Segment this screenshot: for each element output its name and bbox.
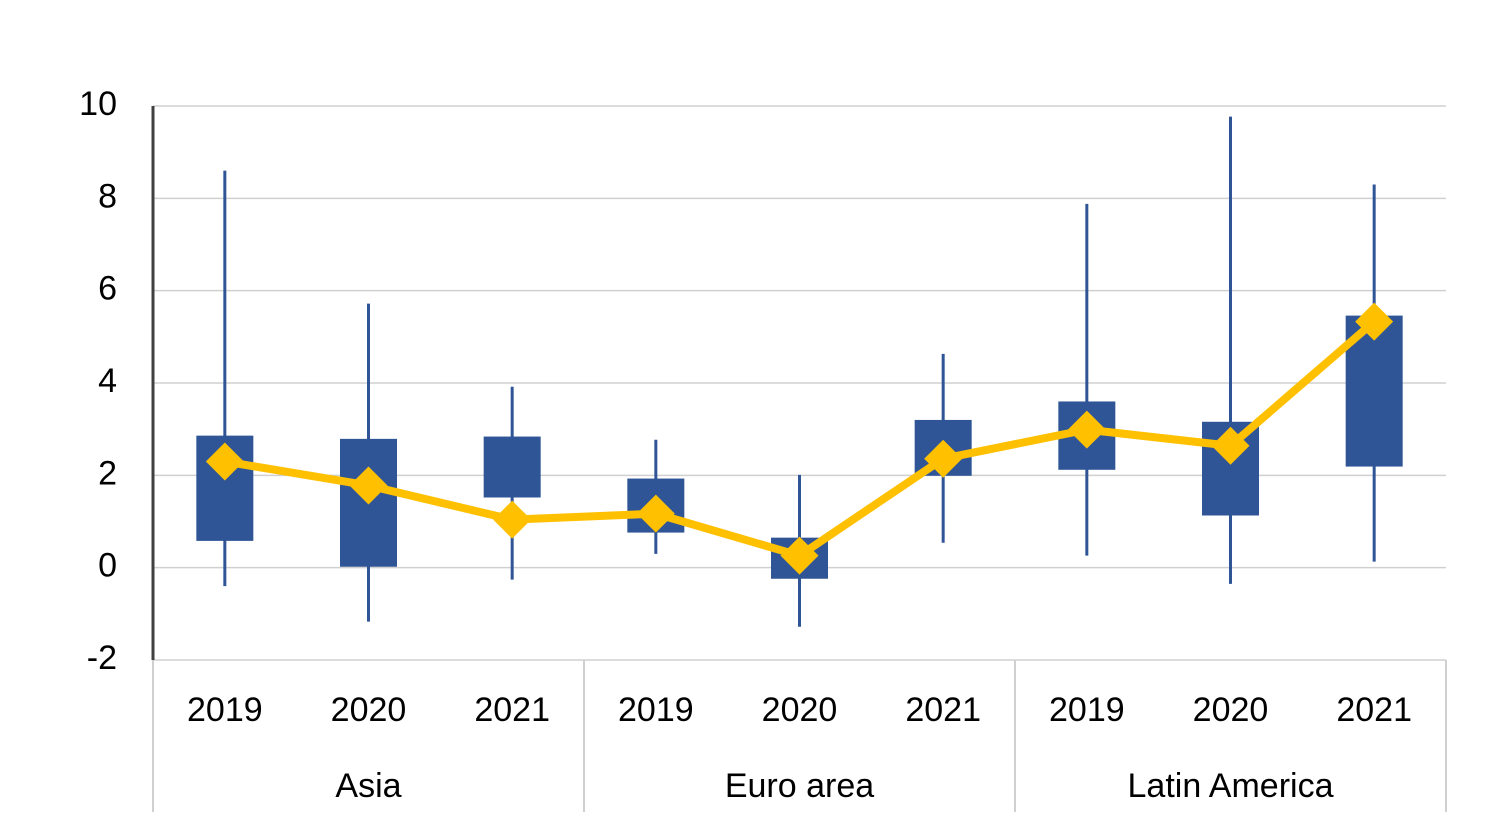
- x-tick-label: 2021: [1336, 691, 1412, 729]
- y-tick-label: 4: [98, 362, 117, 400]
- group-label: Asia: [335, 767, 401, 805]
- line-marker: [205, 442, 244, 481]
- line-marker: [924, 439, 963, 478]
- line-marker: [1355, 302, 1394, 341]
- line-marker: [780, 536, 819, 575]
- x-tick-label: 2020: [762, 691, 838, 729]
- y-tick-label: 0: [98, 547, 117, 585]
- line-marker: [349, 466, 388, 505]
- box: [483, 436, 541, 498]
- y-tick-label: -2: [87, 639, 117, 677]
- y-tick-label: 6: [98, 270, 117, 308]
- x-tick-label: 2021: [905, 691, 981, 729]
- line-marker: [636, 494, 675, 533]
- group-label: Latin America: [1128, 767, 1334, 805]
- x-tick-label: 2020: [1193, 691, 1269, 729]
- group-label: Euro area: [725, 767, 874, 805]
- x-tick-label: 2020: [331, 691, 407, 729]
- x-tick-label: 2019: [618, 691, 694, 729]
- x-tick-label: 2019: [1049, 691, 1125, 729]
- line-marker: [1211, 426, 1250, 465]
- line-marker: [1067, 410, 1106, 449]
- x-tick-label: 2019: [187, 691, 263, 729]
- y-tick-label: 10: [79, 85, 117, 123]
- line-marker: [493, 500, 532, 539]
- y-tick-label: 8: [98, 177, 117, 215]
- x-tick-label: 2021: [474, 691, 550, 729]
- y-tick-label: 2: [98, 454, 117, 492]
